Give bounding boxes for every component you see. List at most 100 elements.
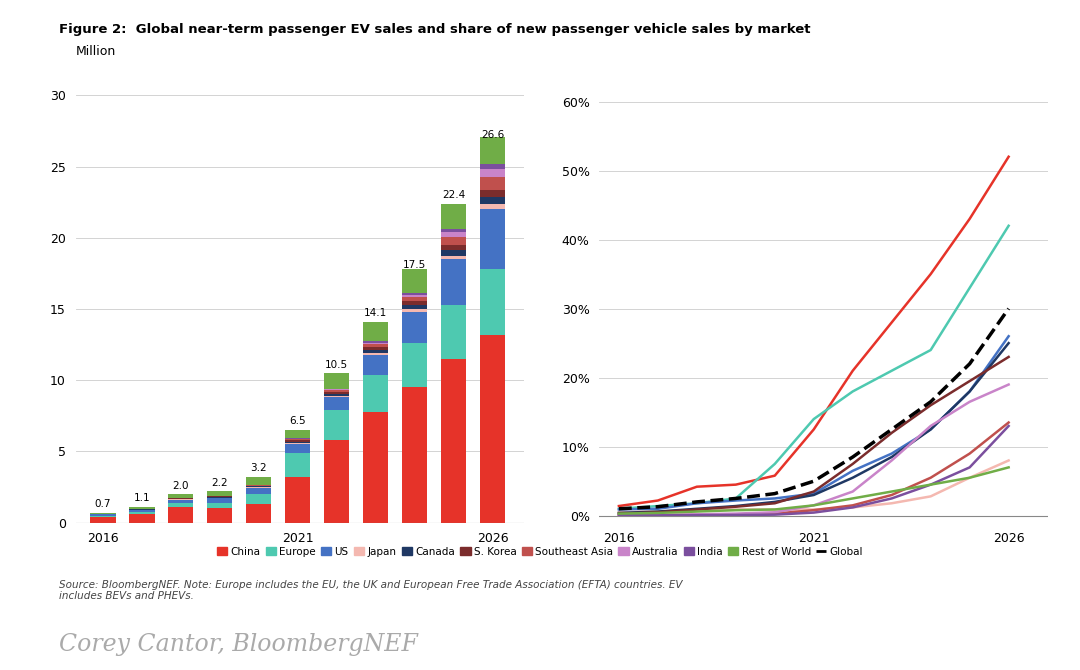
Southeast Asia — [807, 506, 820, 514]
Bar — [285, 439, 310, 440]
Text: 17.5: 17.5 — [403, 260, 427, 270]
India — [963, 464, 976, 472]
Bar — [324, 395, 350, 396]
Line: S. Korea: S. Korea — [619, 357, 1009, 514]
India — [807, 509, 820, 517]
Japan — [924, 492, 937, 500]
Europe — [847, 387, 860, 395]
Rest of World — [768, 505, 781, 513]
Canada — [1002, 339, 1015, 347]
Bar — [285, 453, 310, 477]
Bar — [480, 164, 505, 169]
Rest of World — [847, 494, 860, 502]
Legend: China, Europe, US, Japan, Canada, S. Korea, Southeast Asia, Australia, India, Re: China, Europe, US, Japan, Canada, S. Kor… — [213, 543, 867, 561]
Japan — [612, 509, 625, 517]
Bar — [168, 494, 193, 498]
Text: Corey Cantor, BloombergNEF: Corey Cantor, BloombergNEF — [59, 633, 418, 656]
Australia — [651, 511, 664, 519]
Bar — [363, 347, 389, 350]
Japan — [651, 508, 664, 516]
Bar — [324, 410, 350, 440]
Southeast Asia — [768, 510, 781, 518]
S. Korea — [924, 401, 937, 409]
Bar — [246, 477, 271, 484]
Bar — [285, 477, 310, 523]
Bar — [402, 387, 428, 523]
US — [847, 467, 860, 475]
India — [651, 511, 664, 519]
China — [963, 215, 976, 223]
China — [847, 366, 860, 375]
Bar — [441, 259, 467, 305]
Canada — [924, 425, 937, 433]
Bar — [402, 269, 428, 293]
US — [768, 494, 781, 502]
Bar — [480, 169, 505, 177]
Bar — [441, 245, 467, 250]
Rest of World — [690, 508, 703, 516]
Europe — [768, 460, 781, 468]
China — [1002, 153, 1015, 161]
Text: Source: BloombergNEF. Note: Europe includes the EU, the UK and European Free Tra: Source: BloombergNEF. Note: Europe inclu… — [59, 580, 683, 601]
Bar — [285, 443, 310, 444]
Canada — [807, 491, 820, 499]
Rest of World — [963, 474, 976, 482]
Bar — [402, 293, 428, 295]
Bar — [246, 486, 271, 487]
S. Korea — [1002, 353, 1015, 361]
Bar — [441, 256, 467, 259]
China — [729, 480, 742, 488]
Europe — [924, 346, 937, 354]
Line: India: India — [619, 426, 1009, 515]
Line: Global: Global — [619, 309, 1009, 509]
Bar — [402, 302, 428, 306]
Bar — [363, 344, 389, 347]
Rest of World — [729, 506, 742, 514]
S. Korea — [768, 499, 781, 507]
Canada — [729, 502, 742, 510]
S. Korea — [690, 505, 703, 513]
China — [807, 425, 820, 433]
China — [651, 496, 664, 505]
Line: China: China — [619, 157, 1009, 506]
India — [768, 511, 781, 519]
Australia — [768, 509, 781, 517]
Text: 0.7: 0.7 — [95, 499, 111, 509]
Bar — [441, 305, 467, 359]
China — [612, 502, 625, 510]
Text: 6.5: 6.5 — [289, 417, 306, 427]
Bar — [402, 306, 428, 310]
US — [963, 387, 976, 395]
S. Korea — [886, 429, 899, 437]
Line: Canada: Canada — [619, 343, 1009, 513]
Text: 26.6: 26.6 — [481, 131, 504, 140]
Bar — [363, 350, 389, 353]
India — [612, 511, 625, 519]
Southeast Asia — [886, 491, 899, 499]
S. Korea — [729, 502, 742, 511]
Rest of World — [1002, 464, 1015, 472]
Bar — [363, 322, 389, 342]
Bar — [207, 498, 232, 503]
Line: Southeast Asia: Southeast Asia — [619, 423, 1009, 515]
Bar — [324, 390, 350, 392]
Global — [768, 490, 781, 498]
Australia — [963, 398, 976, 406]
Bar — [480, 196, 505, 204]
Southeast Asia — [963, 450, 976, 458]
Southeast Asia — [924, 474, 937, 482]
Bar — [168, 499, 193, 500]
Southeast Asia — [651, 511, 664, 519]
Australia — [847, 488, 860, 496]
Bar — [246, 487, 271, 488]
India — [847, 503, 860, 511]
Bar — [402, 310, 428, 312]
Australia — [729, 510, 742, 518]
Line: Europe: Europe — [619, 226, 1009, 509]
Line: Rest of World: Rest of World — [619, 468, 1009, 514]
Bar — [363, 375, 389, 411]
Bar — [441, 232, 467, 237]
Bar — [91, 515, 116, 516]
Southeast Asia — [847, 501, 860, 509]
China — [690, 482, 703, 490]
